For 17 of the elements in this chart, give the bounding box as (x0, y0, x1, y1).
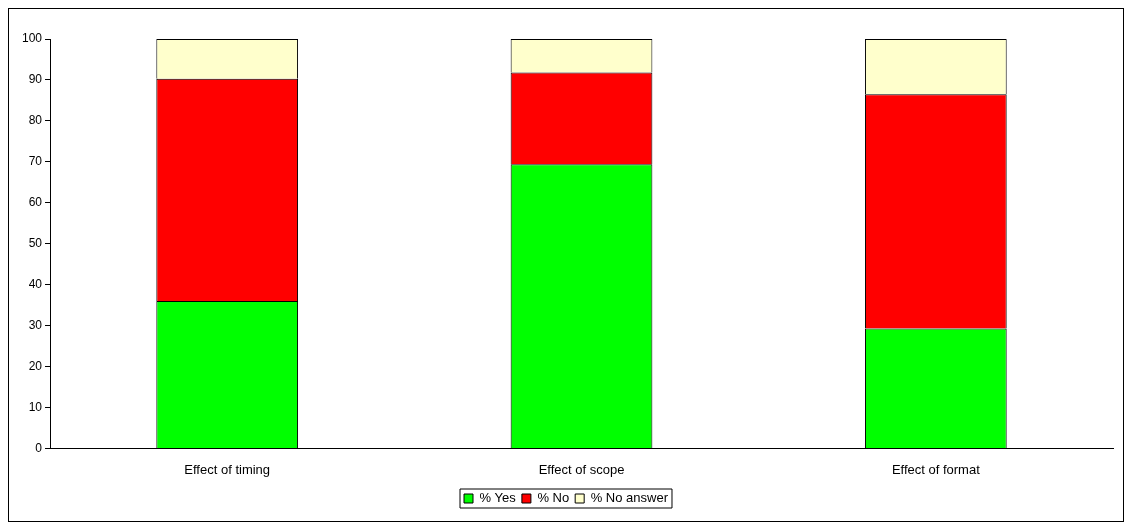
x-tick-label: Effect of scope (538, 461, 625, 477)
y-tick-label: 60 (28, 195, 43, 210)
y-tick-label: 90 (28, 72, 43, 87)
legend-label: % Yes (479, 490, 517, 506)
y-tick-label: 30 (28, 317, 43, 332)
y-tick-label: 0 (35, 440, 43, 455)
y-tick-label: 100 (21, 31, 43, 46)
y-tick-label: 50 (28, 236, 43, 251)
x-tick-label: Effect of format (891, 461, 981, 477)
x-tick-label: Effect of timing (184, 461, 271, 477)
y-tick-label: 10 (28, 399, 43, 414)
legend-label: % No (537, 490, 570, 506)
y-tick-label: 20 (28, 358, 43, 373)
y-tick-label: 40 (28, 276, 43, 291)
y-tick-label: 70 (28, 154, 43, 169)
legend-label: % No answer (590, 490, 669, 506)
y-tick-label: 80 (28, 113, 43, 128)
